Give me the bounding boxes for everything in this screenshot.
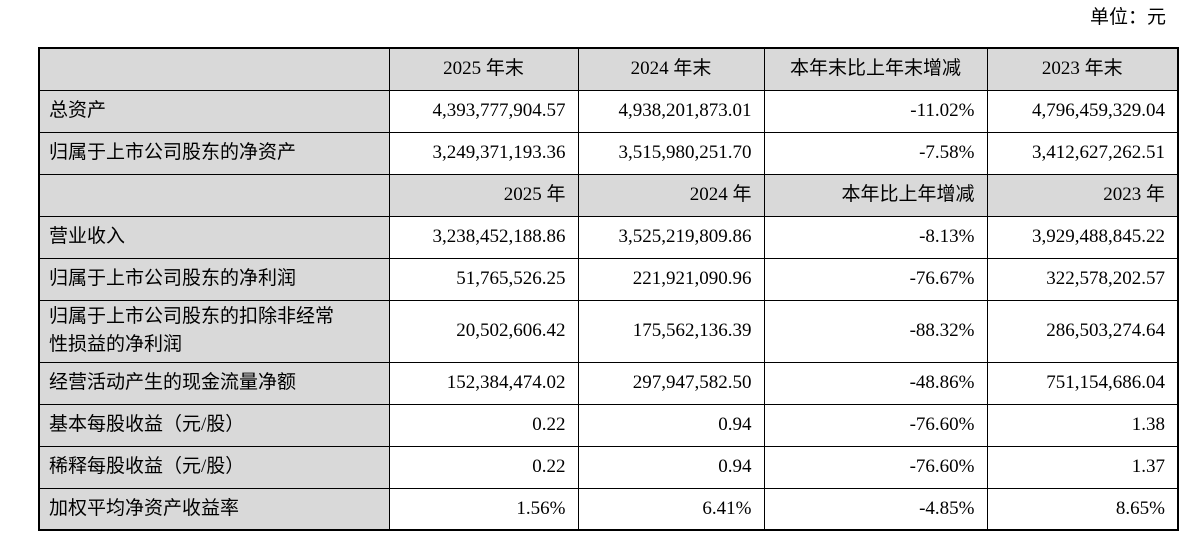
financial-summary-table: 2025 年末 2024 年末 本年末比上年末增减 2023 年末 总资产 4,393,7… — [38, 47, 1179, 531]
value-cell: 3,929,488,845.22 — [986, 215, 1179, 259]
value-cell: 4,796,459,329.04 — [986, 89, 1179, 133]
value-cell: -76.67% — [763, 257, 988, 301]
row-label-cell: 基本每股收益（元/股） — [38, 403, 390, 447]
value-cell: 51,765,526.25 — [388, 257, 579, 301]
value-cell: 0.22 — [388, 403, 579, 447]
value-cell: 0.94 — [577, 403, 765, 447]
value-cell: 751,154,686.04 — [986, 361, 1179, 405]
value-cell: -11.02% — [763, 89, 988, 133]
value-cell: -4.85% — [763, 487, 988, 531]
header-stub-cell — [38, 173, 390, 217]
value-cell: 297,947,582.50 — [577, 361, 765, 405]
value-cell: 3,249,371,193.36 — [388, 131, 579, 175]
value-cell: 3,525,219,809.86 — [577, 215, 765, 259]
value-cell: 0.22 — [388, 445, 579, 489]
value-cell: 322,578,202.57 — [986, 257, 1179, 301]
table-row: 归属于上市公司股东的净资产 3,249,371,193.36 3,515,980,2… — [38, 131, 1179, 175]
value-cell: 3,412,627,262.51 — [986, 131, 1179, 175]
value-cell: 0.94 — [577, 445, 765, 489]
row-label-cell: 归属于上市公司股东的净利润 — [38, 257, 390, 301]
value-cell: 221,921,090.96 — [577, 257, 765, 301]
unit-label: 单位：元 — [1089, 7, 1166, 28]
table-header-row: 2025 年末 2024 年末 本年末比上年末增减 2023 年末 — [38, 47, 1179, 91]
table-header-row: 2025 年 2024 年本年比上年增减 2023 年 — [38, 173, 1179, 217]
row-label-cell: 经营活动产生的现金流量净额 — [38, 361, 390, 405]
row-label-cell: 总资产 — [38, 89, 390, 133]
value-cell: 1.37 — [986, 445, 1179, 489]
value-cell: 152,384,474.02 — [388, 361, 579, 405]
row-label-cell: 营业收入 — [38, 215, 390, 259]
table-row: 稀释每股收益（元/股） 0.22 0.94 -76.60% 1.37 — [38, 445, 1179, 489]
value-cell: -7.58% — [763, 131, 988, 175]
value-cell: 1.56% — [388, 487, 579, 531]
table-row: 归属于上市公司股东的净利润 51,765,526.25 221,921,090.96… — [38, 257, 1179, 301]
header-stub-cell — [38, 47, 390, 91]
value-cell: -8.13% — [763, 215, 988, 259]
value-cell: -76.60% — [763, 445, 988, 489]
header-cell: 2025 年 — [388, 173, 579, 217]
value-cell: 3,238,452,188.86 — [388, 215, 579, 259]
header-cell: 2023 年末 — [986, 47, 1179, 91]
value-cell: 3,515,980,251.70 — [577, 131, 765, 175]
table-row: 基本每股收益（元/股） 0.22 0.94 -76.60% 1.38 — [38, 403, 1179, 447]
header-cell: 2023 年 — [986, 173, 1179, 217]
table-row: 归属于上市公司股东的扣除非经常性损益的净利润 20,502,606.42 175,5… — [38, 299, 1179, 363]
table-row: 加权平均净资产收益率 1.56% 6.41% -4.85% 8.65% — [38, 487, 1179, 531]
header-cell: 2025 年末 — [388, 47, 579, 91]
row-label-cell: 稀释每股收益（元/股） — [38, 445, 390, 489]
value-cell: 1.38 — [986, 403, 1179, 447]
header-cell: 2024 年 — [577, 173, 765, 217]
row-label-cell: 归属于上市公司股东的扣除非经常性损益的净利润 — [38, 299, 390, 363]
table-row: 营业收入 3,238,452,188.86 3,525,219,809.86 -8.1… — [38, 215, 1179, 259]
value-cell: -48.86% — [763, 361, 988, 405]
value-cell: 20,502,606.42 — [388, 299, 579, 363]
header-cell: 本年比上年增减 — [763, 173, 988, 217]
value-cell: 286,503,274.64 — [986, 299, 1179, 363]
value-cell: -76.60% — [763, 403, 988, 447]
value-cell: 6.41% — [577, 487, 765, 531]
row-label-cell: 加权平均净资产收益率 — [38, 487, 390, 531]
value-cell: -88.32% — [763, 299, 988, 363]
row-label-cell: 归属于上市公司股东的净资产 — [38, 131, 390, 175]
value-cell: 8.65% — [986, 487, 1179, 531]
value-cell: 4,393,777,904.57 — [388, 89, 579, 133]
header-cell: 本年末比上年末增减 — [763, 47, 988, 91]
header-cell: 2024 年末 — [577, 47, 765, 91]
table-row: 总资产 4,393,777,904.57 4,938,201,873.01 -11.0… — [38, 89, 1179, 133]
value-cell: 4,938,201,873.01 — [577, 89, 765, 133]
value-cell: 175,562,136.39 — [577, 299, 765, 363]
table-row: 经营活动产生的现金流量净额 152,384,474.02 297,947,582.5… — [38, 361, 1179, 405]
